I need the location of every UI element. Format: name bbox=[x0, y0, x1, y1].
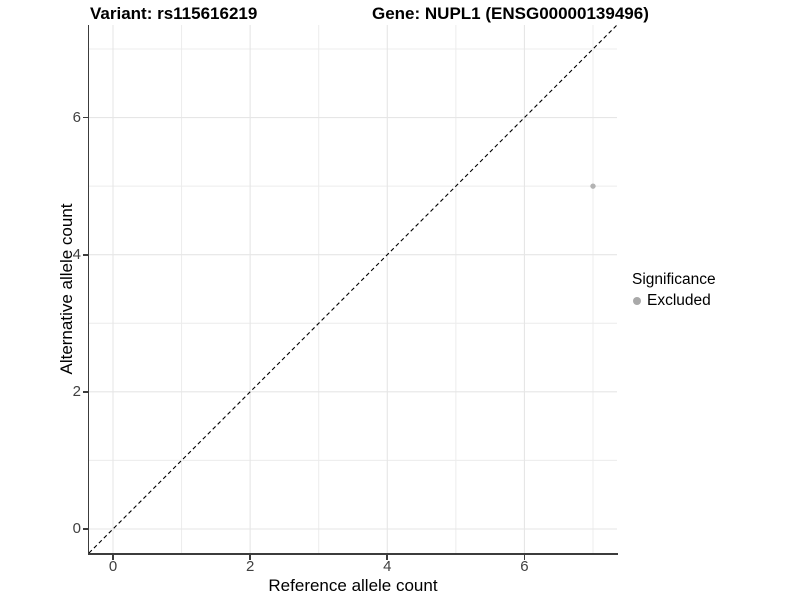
legend: Significance Excluded bbox=[632, 270, 716, 309]
y-tick-label: 4 bbox=[72, 245, 81, 263]
y-axis-title: Alternative allele count bbox=[57, 203, 76, 375]
x-tick-mark bbox=[386, 554, 389, 560]
legend-item-label: Excluded bbox=[647, 292, 711, 309]
x-tick-label: 6 bbox=[520, 558, 529, 575]
y-tick-label: 0 bbox=[72, 520, 81, 537]
plot-panel bbox=[88, 24, 618, 554]
x-axis-title: Reference allele count bbox=[268, 576, 438, 595]
y-axis-line bbox=[87, 25, 90, 554]
x-tick-label: 4 bbox=[383, 558, 392, 575]
x-tick-mark bbox=[112, 554, 114, 560]
y-tick-mark bbox=[82, 116, 88, 119]
y-tick-label: 6 bbox=[72, 108, 81, 126]
x-tick-mark bbox=[523, 554, 526, 560]
plot-title-variant: Variant: rs115616219 bbox=[90, 4, 258, 23]
legend-item-excluded: Excluded bbox=[632, 292, 716, 309]
data-point bbox=[590, 183, 596, 189]
legend-title: Significance bbox=[632, 271, 716, 288]
chart-canvas bbox=[88, 24, 618, 554]
x-axis-line bbox=[87, 553, 618, 555]
x-tick-label: 0 bbox=[108, 558, 118, 575]
y-tick-mark bbox=[82, 528, 88, 530]
y-tick-label: 2 bbox=[72, 382, 81, 400]
x-tick-label: 2 bbox=[245, 558, 255, 575]
y-tick-mark bbox=[82, 391, 88, 393]
plot-title-gene: Gene: NUPL1 (ENSG00000139496) bbox=[372, 4, 649, 23]
identity-dashed-line bbox=[88, 24, 618, 554]
x-tick-mark bbox=[249, 554, 251, 560]
legend-key-dot-icon bbox=[633, 296, 641, 305]
y-tick-mark bbox=[82, 253, 88, 256]
